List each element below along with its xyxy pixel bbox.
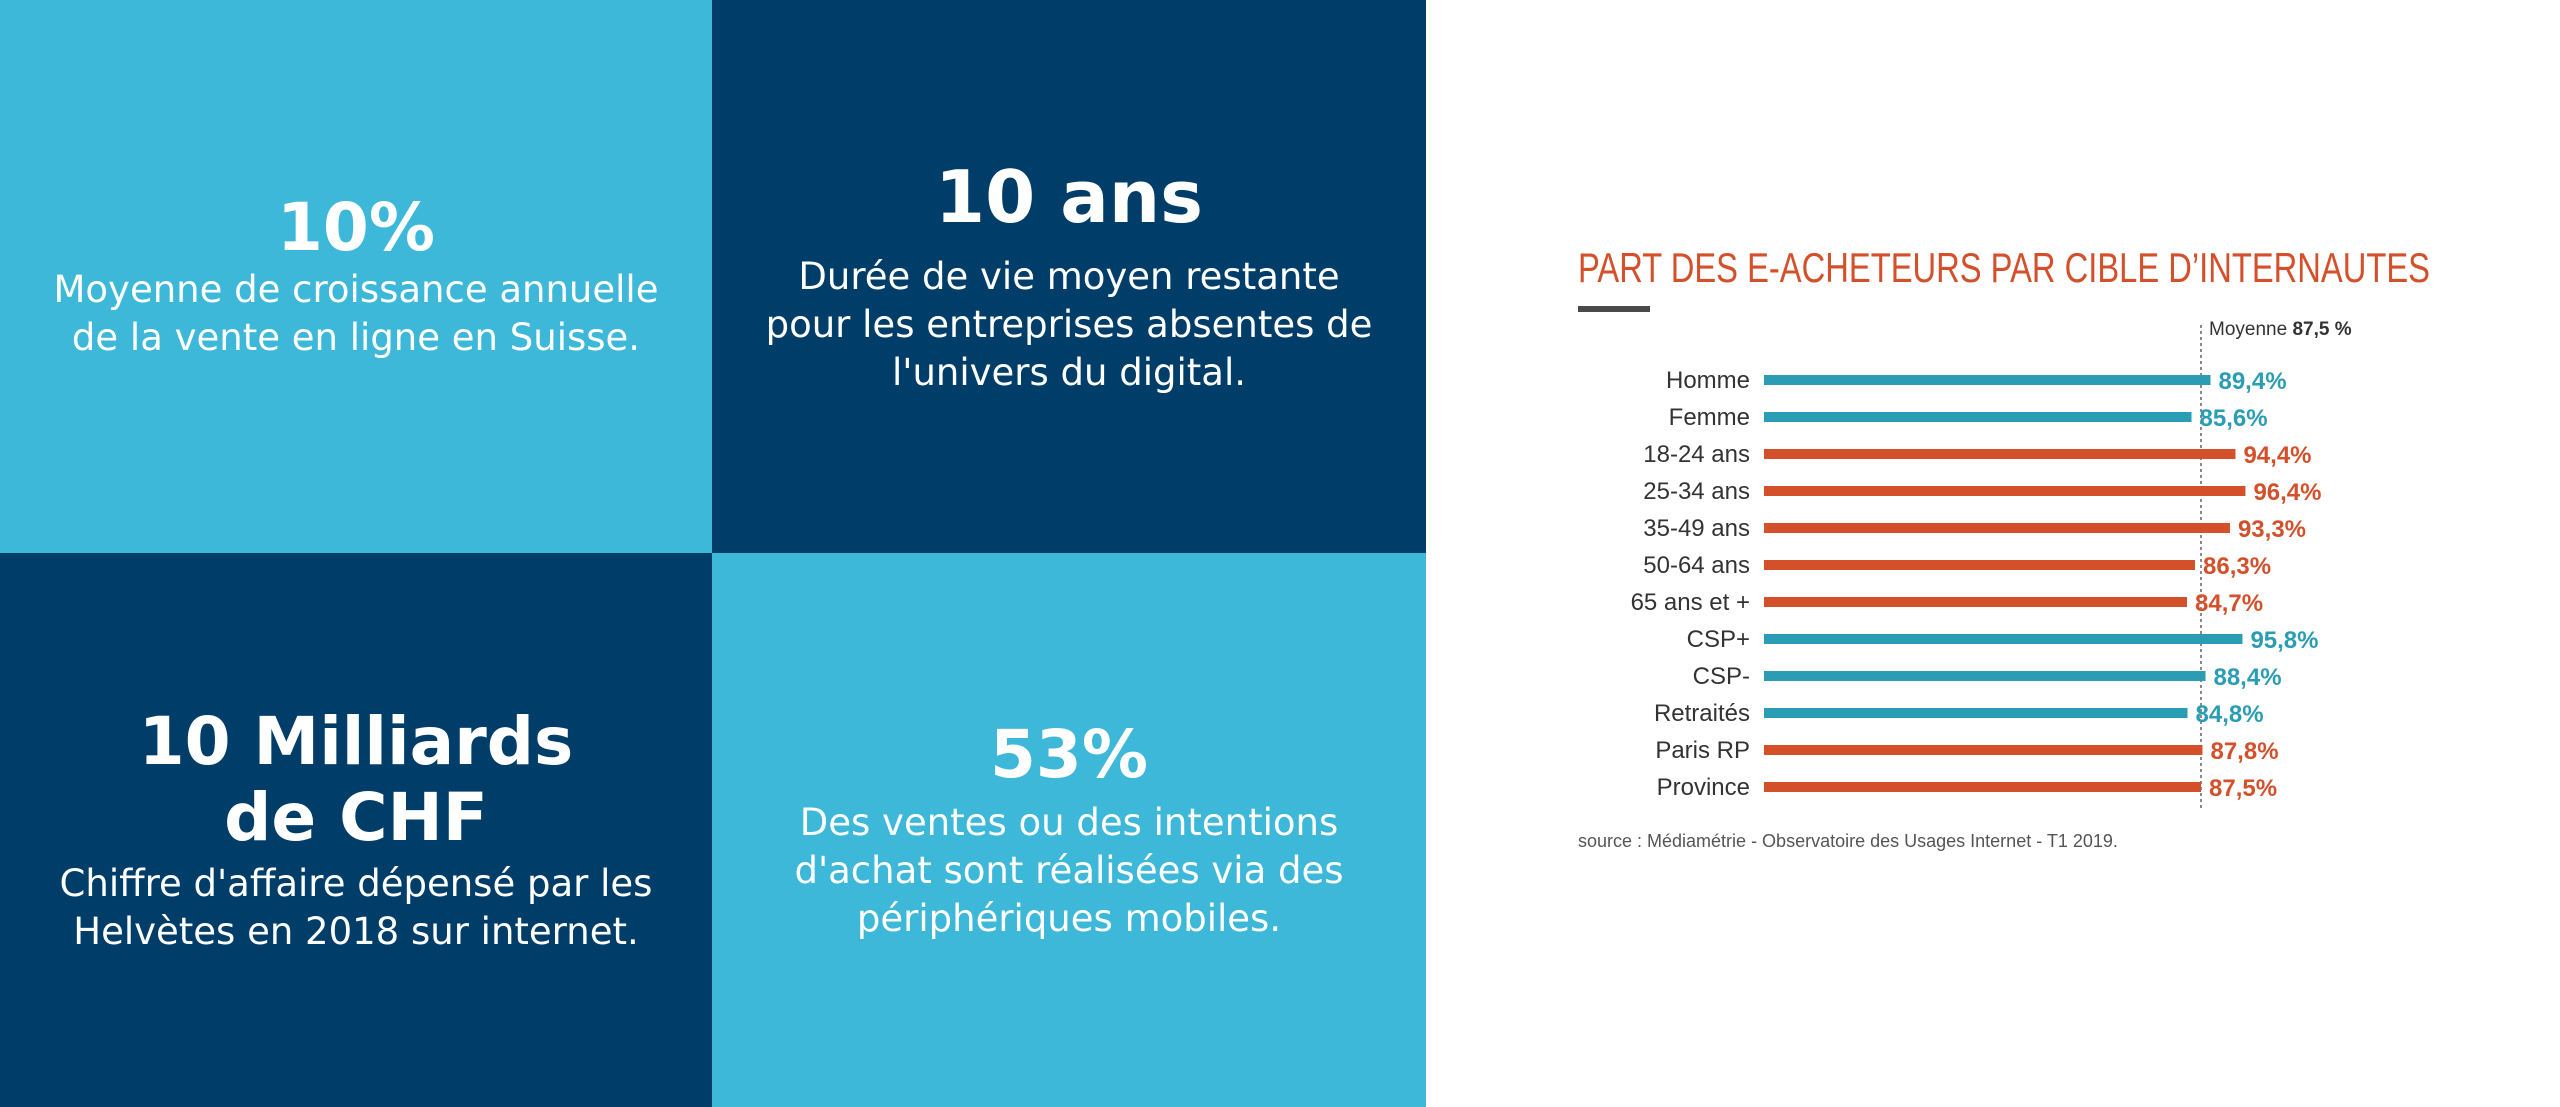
stat-description: Des ventes ou des intentions d'achat son…	[794, 800, 1344, 940]
bar	[1764, 745, 2203, 755]
value-label: 95,8%	[2250, 627, 2318, 654]
bar	[1764, 523, 2230, 533]
value-label: 88,4%	[2213, 664, 2281, 691]
value-label: 93,3%	[2238, 516, 2306, 543]
bar	[1764, 782, 2201, 792]
bar	[1764, 560, 2196, 570]
stat-description: Moyenne de croissance annuelle de la ven…	[53, 268, 659, 360]
bar	[1764, 412, 2192, 422]
value-label: 96,4%	[2253, 479, 2321, 506]
value-label: 84,7%	[2195, 590, 2263, 617]
bar	[1764, 597, 2188, 607]
category-label: Femme	[1669, 404, 1750, 431]
category-label: Province	[1657, 774, 1750, 801]
value-label: 87,8%	[2210, 738, 2278, 765]
chart-panel: PART DES E-ACHETEURS PAR CIBLE D’INTERNA…	[1500, 230, 2500, 870]
stat-tile-lifespan: 10 ans Durée de vie moyen restante pour …	[712, 0, 1426, 553]
chart-source: source : Médiamétrie - Observatoire des …	[1578, 831, 2118, 851]
bar	[1764, 375, 2211, 385]
bar	[1764, 708, 2188, 718]
chart-title: PART DES E-ACHETEURS PAR CIBLE D’INTERNA…	[1578, 244, 2430, 291]
category-label: 35-49 ans	[1643, 515, 1750, 542]
stat-headline: 10%	[277, 189, 435, 267]
e-buyers-bar-chart: PART DES E-ACHETEURS PAR CIBLE D’INTERNA…	[1578, 244, 2430, 851]
category-label: CSP+	[1687, 626, 1750, 653]
stat-description: Chiffre d'affaire dépensé par les Helvèt…	[59, 861, 653, 953]
stat-headline: 10 ans	[935, 154, 1203, 239]
value-label: 87,5%	[2209, 775, 2277, 802]
value-label: 84,8%	[2196, 701, 2264, 728]
value-label: 85,6%	[2200, 405, 2268, 432]
category-label: 50-64 ans	[1643, 552, 1750, 579]
value-label: 86,3%	[2203, 553, 2271, 580]
bar	[1764, 671, 2206, 681]
stat-tile-growth: 10% Moyenne de croissance annuelle de la…	[0, 0, 712, 553]
category-label: Homme	[1666, 367, 1750, 394]
bar	[1764, 449, 2236, 459]
category-label: Paris RP	[1655, 737, 1750, 764]
average-label: Moyenne 87,5 %	[2209, 319, 2352, 340]
stat-headline: 53%	[990, 715, 1148, 793]
title-rule	[1578, 306, 1650, 312]
category-label: 65 ans et +	[1631, 589, 1750, 616]
category-label: 25-34 ans	[1643, 478, 1750, 505]
value-label: 89,4%	[2218, 368, 2286, 395]
bar	[1764, 486, 2246, 496]
category-label: Retraités	[1654, 700, 1750, 727]
category-label: CSP-	[1693, 663, 1750, 690]
value-label: 94,4%	[2243, 442, 2311, 469]
stat-description: Durée de vie moyen restante pour les ent…	[765, 254, 1373, 394]
stat-headline: 10 Milliards de CHF	[138, 703, 574, 856]
stat-tile-mobile: 53% Des ventes ou des intentions d'achat…	[712, 553, 1426, 1107]
category-label: 18-24 ans	[1643, 441, 1750, 468]
bar	[1764, 634, 2243, 644]
stat-tile-revenue: 10 Milliards de CHF Chiffre d'affaire dé…	[0, 553, 712, 1107]
